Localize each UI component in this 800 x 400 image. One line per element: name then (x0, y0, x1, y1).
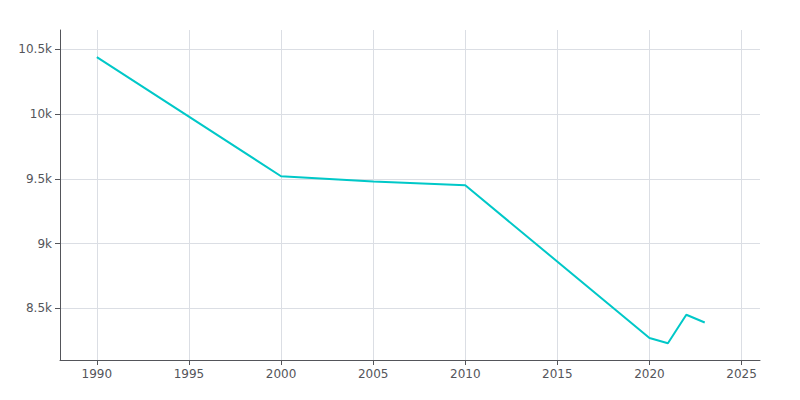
svg-text:9.5k: 9.5k (26, 172, 52, 186)
svg-text:8.5k: 8.5k (26, 301, 52, 315)
svg-text:2010: 2010 (450, 367, 481, 381)
svg-text:2015: 2015 (542, 367, 573, 381)
svg-text:10k: 10k (30, 107, 52, 121)
svg-text:1995: 1995 (174, 367, 205, 381)
svg-text:2025: 2025 (726, 367, 757, 381)
svg-text:1990: 1990 (82, 367, 113, 381)
svg-text:2020: 2020 (634, 367, 665, 381)
svg-text:10.5k: 10.5k (18, 42, 52, 56)
svg-text:9k: 9k (37, 237, 52, 251)
svg-text:2005: 2005 (358, 367, 389, 381)
svg-text:2000: 2000 (266, 367, 297, 381)
